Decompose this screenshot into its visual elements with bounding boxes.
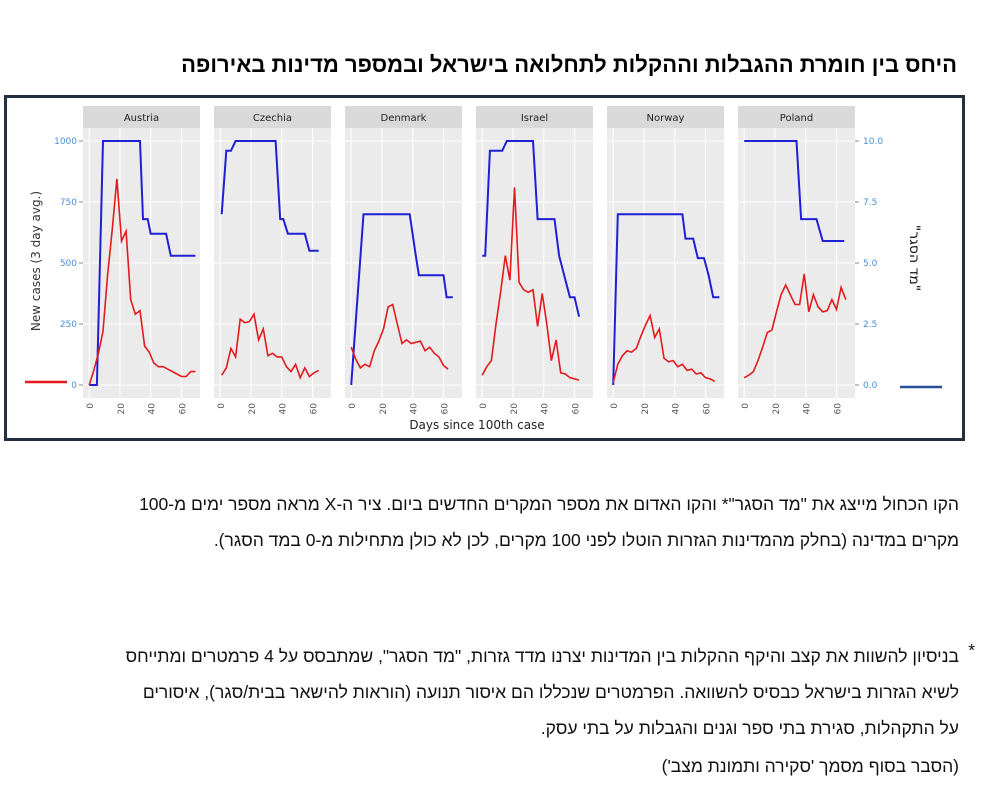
facet-strip-label: Poland <box>780 113 813 124</box>
facet-strip <box>738 106 855 128</box>
series-index-line <box>482 140 581 317</box>
y-tick-label-right: 5.0 <box>863 259 878 269</box>
series-cases-line <box>88 178 196 386</box>
y-tick-label-left: 1000 <box>54 137 77 147</box>
facet-strip <box>476 106 593 128</box>
y-tick-label-left: 0 <box>71 381 77 391</box>
page-title: היחס בין חומרת ההגבלות וההקלות לתחלואה ב… <box>181 52 957 77</box>
x-tick-label: 20 <box>510 403 520 415</box>
facet-strip <box>83 106 200 128</box>
y-axis-label-left: New cases (3 day avg.) <box>29 191 43 331</box>
series-index-line <box>350 213 453 386</box>
facet-strip <box>345 106 462 128</box>
x-tick-label: 60 <box>179 403 189 415</box>
y-tick-label-left: 500 <box>60 259 77 269</box>
series-index-line <box>220 140 319 252</box>
facet-line-chart: Austria 0 20 40 60 Czechia 0 20 40 60 Denmark 0 20 40… <box>25 106 942 432</box>
footnote-paragraph: בניסיון להשוות את קצב והיקף ההקלות בין ה… <box>125 646 959 738</box>
x-tick-label: 20 <box>379 403 389 415</box>
x-tick-label: 20 <box>248 403 258 415</box>
series-cases-line <box>743 273 847 379</box>
x-tick-label: 0 <box>741 403 751 409</box>
x-tick-label: 40 <box>541 403 551 415</box>
facet-strip-label: Denmark <box>381 113 427 124</box>
series-index-line <box>744 140 845 242</box>
facet-panel-israel: Israel 0 20 40 60 <box>476 106 593 414</box>
x-tick-label: 40 <box>672 403 682 415</box>
x-tick-label: 60 <box>703 403 713 415</box>
facet-panel-austria: Austria 0 20 40 60 <box>83 106 200 414</box>
x-tick-label: 20 <box>117 403 127 415</box>
facet-panel-norway: Norway 0 20 40 60 <box>607 106 724 414</box>
y-tick-label-left: 750 <box>60 198 77 208</box>
x-tick-label: 60 <box>834 403 844 415</box>
source-note: (הסבר בסוף מסמך 'סקירה ותמונת מצב') <box>661 756 959 776</box>
x-axis-label: Days since 100th case <box>409 418 544 432</box>
y-tick-label-left: 250 <box>60 320 77 330</box>
y-tick-label-right: 7.5 <box>863 198 877 208</box>
x-tick-label: 60 <box>310 403 320 415</box>
x-tick-label: 40 <box>279 403 289 415</box>
series-cases-line <box>350 303 449 370</box>
x-tick-label: 40 <box>803 403 813 415</box>
series-index-line <box>612 213 720 386</box>
x-tick-label: 60 <box>441 403 451 415</box>
facet-strip-label: Austria <box>124 113 159 124</box>
axes-layer: 0 250 500 750 1000 0.0 2.5 5.0 7.5 10.0 <box>54 137 883 391</box>
x-tick-label: 0 <box>217 403 227 409</box>
y-tick-label-right: 0.0 <box>863 381 878 391</box>
chart-frame: Austria 0 20 40 60 Czechia 0 20 40 60 Denmark 0 20 40… <box>4 95 965 441</box>
x-tick-label: 0 <box>610 403 620 409</box>
x-tick-label: 40 <box>148 403 158 415</box>
series-cases-line <box>221 312 320 380</box>
facet-strip <box>214 106 331 128</box>
series-cases-line <box>612 313 716 383</box>
x-tick-label: 20 <box>641 403 651 415</box>
facet-panel-denmark: Denmark 0 20 40 60 <box>345 106 462 414</box>
series-index-line <box>89 140 196 386</box>
panels-layer: Austria 0 20 40 60 Czechia 0 20 40 60 Denmark 0 20 40… <box>83 106 855 414</box>
x-tick-label: 0 <box>479 403 489 409</box>
x-tick-label: 0 <box>86 403 96 409</box>
facet-strip-label: Israel <box>521 113 548 124</box>
y-tick-label-right: 2.5 <box>863 320 877 330</box>
facet-panel-czechia: Czechia 0 20 40 60 <box>214 106 331 414</box>
facet-panel-poland: Poland 0 20 40 60 <box>738 106 855 414</box>
x-tick-label: 20 <box>772 403 782 415</box>
x-tick-label: 40 <box>410 403 420 415</box>
y-axis-label-right: "מד הסגר" <box>906 225 922 291</box>
x-tick-label: 60 <box>572 403 582 415</box>
facet-strip-label: Czechia <box>253 113 292 124</box>
explanation-paragraph: הקו הכחול מייצג את "מד הסגר"* והקו האדום… <box>139 494 959 550</box>
facet-strip-label: Norway <box>647 113 685 124</box>
facet-strip <box>607 106 724 128</box>
footnote-star: * <box>968 640 975 660</box>
y-tick-label-right: 10.0 <box>863 137 883 147</box>
series-cases-line <box>481 187 580 381</box>
x-tick-label: 0 <box>348 403 358 409</box>
